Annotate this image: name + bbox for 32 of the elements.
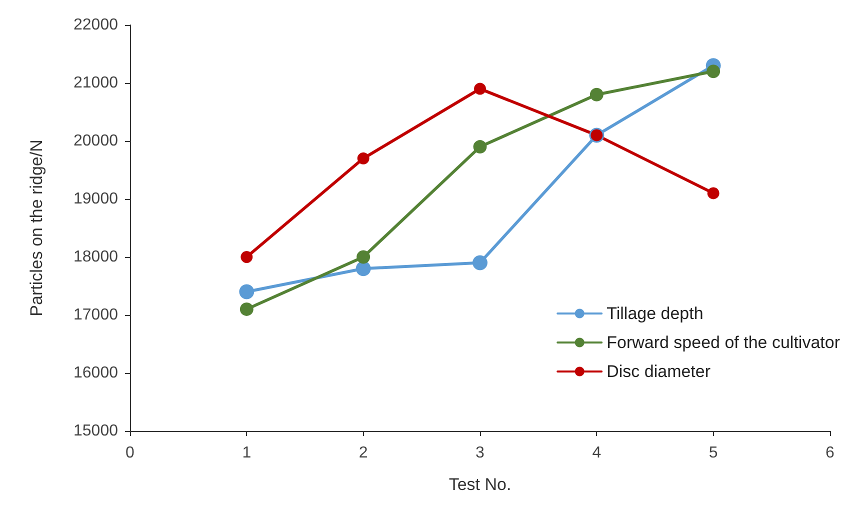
point bbox=[474, 82, 486, 95]
x-tick-label: 1 bbox=[242, 444, 252, 462]
x-tick-label: 3 bbox=[476, 444, 485, 462]
y-tick-label: 21000 bbox=[74, 74, 118, 92]
y-tick-label: 18000 bbox=[74, 248, 118, 266]
x-tick-label: 6 bbox=[826, 444, 835, 462]
y-tick-label: 15000 bbox=[74, 422, 118, 440]
legend-label: Disc diameter bbox=[606, 362, 711, 381]
legend-label: Forward speed of the cultivator bbox=[606, 333, 840, 352]
point bbox=[472, 255, 488, 270]
x-tick-label: 4 bbox=[592, 444, 602, 462]
x-tick-label: 2 bbox=[358, 444, 368, 462]
point bbox=[706, 64, 720, 78]
point bbox=[473, 140, 487, 154]
point bbox=[356, 250, 370, 264]
legend-label: Tillage depth bbox=[606, 304, 704, 323]
x-tick-label: 0 bbox=[126, 444, 135, 462]
x-axis-title: Test No. bbox=[448, 475, 512, 494]
point bbox=[707, 187, 720, 200]
y-tick-label: 20000 bbox=[74, 132, 118, 150]
point bbox=[240, 302, 254, 316]
y-tick-label: 19000 bbox=[74, 190, 118, 208]
point bbox=[239, 284, 254, 300]
y-axis-title: Particles on the ridge/N bbox=[27, 140, 46, 316]
x-tick-label: 5 bbox=[708, 444, 718, 462]
y-tick-label: 17000 bbox=[74, 306, 118, 324]
point bbox=[240, 251, 253, 263]
point bbox=[356, 261, 371, 276]
y-tick-label: 16000 bbox=[74, 364, 118, 382]
point bbox=[590, 88, 604, 102]
point bbox=[357, 152, 370, 164]
y-tick-label: 22000 bbox=[74, 16, 118, 34]
